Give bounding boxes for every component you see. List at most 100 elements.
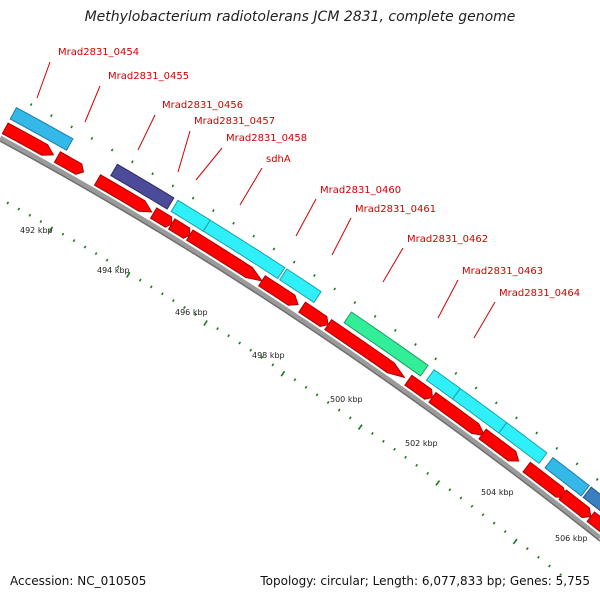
ruler-tick	[149, 285, 153, 289]
gene-label: Mrad2831_0461	[355, 204, 436, 215]
cds-arrow	[478, 428, 520, 462]
ruler-tick	[326, 400, 330, 404]
gene-label: Mrad2831_0464	[499, 288, 580, 299]
ruler-tick	[348, 416, 352, 420]
gene-feature	[544, 456, 590, 497]
tick-mark	[313, 273, 316, 277]
leader-line	[137, 114, 156, 151]
tick-mark	[474, 386, 478, 390]
cds-arrow	[324, 318, 406, 379]
tick-marks	[6, 103, 599, 577]
ruler-tick	[559, 573, 562, 577]
ruler-label: 496 kbp	[175, 308, 208, 317]
tick-mark	[70, 125, 73, 129]
ruler-tick	[116, 265, 120, 269]
tick-mark	[393, 328, 397, 332]
gene-feature	[498, 421, 548, 465]
ruler-tick	[105, 258, 109, 262]
ruler-tick	[172, 299, 175, 303]
ruler-tick	[280, 370, 286, 377]
tick-mark	[292, 260, 296, 264]
tick-mark	[414, 343, 417, 347]
tick-mark	[373, 314, 377, 318]
ruler-label: 492 kbp	[20, 226, 53, 235]
ruler-tick	[503, 530, 507, 534]
ruler-tick	[83, 245, 87, 249]
cds-arrow	[167, 218, 191, 239]
gene-label: Mrad2831_0455	[108, 71, 189, 82]
gene-feature	[343, 311, 429, 377]
ruler-tick	[393, 447, 396, 451]
ruler-tick	[293, 378, 297, 382]
ruler-tick	[404, 455, 407, 459]
genome-backbone-shadow	[0, 140, 600, 542]
ruler-tick	[39, 220, 43, 224]
cds-arrow	[586, 511, 600, 533]
ruler-tick	[357, 424, 363, 430]
label-leaders	[36, 61, 496, 339]
tick-mark	[232, 221, 235, 225]
ruler-tick	[525, 547, 529, 551]
ruler-tick	[337, 408, 341, 412]
tick-mark	[515, 416, 518, 420]
ruler-tick	[138, 278, 142, 282]
leader-line	[239, 167, 263, 206]
tick-mark	[272, 247, 276, 251]
ruler-tick	[160, 292, 164, 296]
tick-mark	[252, 234, 256, 238]
ruler-tick	[512, 538, 518, 545]
cds-arrow	[428, 391, 486, 437]
leader-line	[84, 85, 101, 123]
ruler-tick	[194, 313, 197, 316]
cds-arrow	[558, 489, 592, 518]
ruler-tick	[94, 252, 98, 256]
gene-label: sdhA	[266, 154, 291, 165]
genome-title: Methylobacterium radiotolerans JCM 2831,…	[84, 9, 516, 25]
cds-arrow	[1, 122, 55, 156]
ruler-tick	[227, 334, 230, 338]
ruler-label: 498 kbp	[252, 351, 285, 360]
ruler-tick	[426, 471, 430, 475]
leader-line	[295, 198, 317, 237]
ruler-tick	[28, 213, 32, 217]
gene-feature	[110, 163, 175, 210]
ruler-tick	[203, 320, 208, 326]
tick-mark	[535, 431, 539, 435]
ruler-tick	[72, 239, 76, 243]
leader-line	[331, 217, 352, 256]
ruler-tick	[448, 488, 452, 492]
gene-label: Mrad2831_0462	[407, 234, 488, 245]
topology-text: Topology: circular; Length: 6,077,833 bp…	[260, 574, 590, 588]
gene-labels: Mrad2831_0454 Mrad2831_0455 Mrad2831_0456 M…	[58, 47, 580, 299]
leader-line	[382, 247, 404, 283]
ruler-tick	[6, 201, 10, 205]
gene-label: Mrad2831_0463	[462, 266, 543, 277]
leader-line	[177, 130, 191, 173]
cds-arrow	[185, 229, 264, 282]
ruler-tick	[548, 564, 551, 568]
tick-mark	[555, 446, 559, 450]
tick-mark	[595, 478, 599, 481]
gene-feature	[279, 268, 322, 304]
leader-line	[195, 147, 223, 181]
gene-label: Mrad2831_0458	[226, 133, 307, 144]
gene-label: Mrad2831_0454	[58, 47, 139, 58]
tick-mark	[454, 371, 458, 375]
tick-mark	[333, 287, 337, 291]
tick-mark	[575, 462, 579, 466]
tick-mark	[434, 357, 438, 361]
ruler-tick	[481, 513, 485, 517]
gene-label: Mrad2831_0457	[194, 116, 275, 127]
ruler-tick	[459, 496, 463, 500]
feature-tracks	[1, 106, 600, 533]
cds-arrow	[53, 151, 85, 175]
tick-mark	[494, 401, 498, 405]
ruler-tick	[492, 521, 496, 525]
tick-mark	[151, 172, 154, 176]
tick-mark	[50, 114, 53, 118]
ruler-tick	[48, 226, 54, 233]
cds-arrow	[149, 207, 173, 228]
ruler-tick	[271, 363, 275, 367]
ruler-tick	[435, 480, 441, 486]
